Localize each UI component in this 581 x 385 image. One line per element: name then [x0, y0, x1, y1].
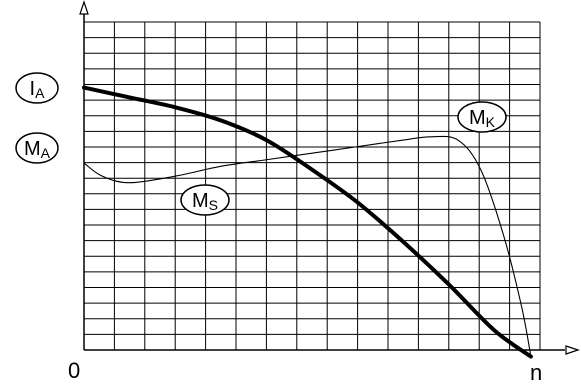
ia-label-text: IA — [30, 78, 46, 101]
ms-label: MS — [180, 184, 230, 216]
ma-label-text: MA — [24, 138, 51, 161]
ia-label: IA — [15, 72, 59, 104]
mk-label-text: MK — [469, 107, 496, 130]
x-axis-label-n: n — [530, 360, 542, 385]
series-line-ia — [82, 85, 533, 359]
grid — [83, 21, 541, 351]
x-origin-label: 0 — [68, 358, 80, 383]
ma-label-main: M — [24, 138, 41, 160]
series-line-torque — [83, 135, 532, 357]
ms-label-text: MS — [192, 190, 218, 213]
y-axis-arrow-icon — [79, 0, 89, 15]
mk-label-sub: K — [486, 114, 496, 130]
ma-label-sub: A — [41, 145, 51, 161]
mk-label: MK — [457, 101, 507, 133]
x-axis-arrow-icon — [565, 345, 580, 355]
curves — [82, 85, 533, 359]
ms-label-sub: S — [209, 197, 218, 213]
ma-label: MA — [15, 132, 59, 164]
ia-label-ellipse — [15, 72, 59, 104]
ia-label-main: I — [30, 78, 36, 100]
mk-label-main: M — [469, 107, 486, 129]
ms-label-main: M — [192, 190, 209, 212]
ms-label-ellipse — [180, 184, 230, 216]
ia-label-sub: A — [35, 85, 45, 101]
tick-labels: 0 n — [68, 358, 542, 385]
axes — [79, 0, 580, 355]
ma-label-ellipse — [15, 132, 59, 164]
mk-label-ellipse — [457, 101, 507, 133]
